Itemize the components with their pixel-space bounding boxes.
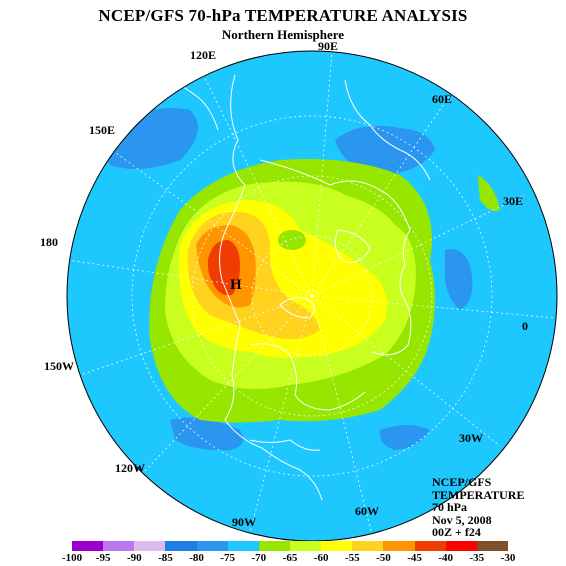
map-subtitle: Northern Hemisphere <box>221 27 345 42</box>
info-model: NCEP/GFS <box>432 475 492 489</box>
product-info: NCEP/GFS TEMPERATURE 70 hPa Nov 5, 2008 … <box>432 476 524 539</box>
legend-tick-label: -40 <box>438 552 454 564</box>
warm-edge-patch <box>478 175 500 211</box>
cold-patch <box>379 425 430 450</box>
info-level: 70 hPa <box>432 500 468 514</box>
legend-tick-label: -80 <box>189 552 204 564</box>
legend-swatch <box>445 541 477 551</box>
legend-tick-label: -55 <box>344 552 360 564</box>
legend-swatch <box>352 541 384 551</box>
legend-tick-label: -85 <box>158 552 173 564</box>
lon-label-30e: 30E <box>503 194 524 208</box>
coastlines <box>149 69 431 501</box>
info-forecast-hour: 00Z + f24 <box>432 525 481 539</box>
lon-label-60w: 60W <box>355 504 379 518</box>
legend-tick-label: -45 <box>407 552 422 564</box>
meridians <box>67 51 557 541</box>
legend-swatch <box>196 541 228 551</box>
legend-swatch <box>72 541 104 551</box>
lon-label-150w: 150W <box>44 359 74 373</box>
legend-swatch <box>383 541 415 551</box>
local-cold-spot <box>278 230 306 250</box>
info-date: Nov 5, 2008 <box>432 512 492 527</box>
cold-patch <box>445 249 473 310</box>
legend-tick-label: -90 <box>126 552 142 564</box>
lon-label-90e: 90E <box>318 39 339 53</box>
legend-tick-label: -70 <box>251 552 267 564</box>
legend-tick-label: -95 <box>95 552 111 564</box>
legend-tick-label: -30 <box>500 552 516 564</box>
legend-tick-label: -35 <box>469 552 485 564</box>
lon-label-90w: 90W <box>232 515 256 529</box>
legend-swatch <box>227 541 259 551</box>
high-pressure-marker: H <box>230 277 242 293</box>
legend-swatch <box>258 541 290 551</box>
legend-tick-label: -50 <box>376 552 391 564</box>
lon-label-30w: 30W <box>459 431 483 445</box>
legend-swatch <box>414 541 446 551</box>
map-title: NCEP/GFS 70-hPa TEMPERATURE ANALYSIS <box>98 6 468 25</box>
legend-tick-label: -100 <box>61 552 83 564</box>
latitude-circles <box>131 115 493 477</box>
legend-tick-label: -65 <box>282 552 298 564</box>
cold-patch <box>170 417 244 451</box>
legend-tick-label: -75 <box>220 552 236 564</box>
lon-label-120w: 120W <box>115 461 145 475</box>
lon-label-180: 180 <box>40 235 58 249</box>
legend-swatch <box>476 541 508 551</box>
legend-ticks: -100 -95 -90 -85 -80 -75 -70 -65 -60 -55 -50 -45 -40… <box>0 552 566 566</box>
legend-swatch <box>321 541 353 551</box>
lon-label-60e: 60E <box>432 92 453 106</box>
legend-swatch <box>289 541 322 551</box>
color-legend <box>72 541 508 551</box>
local-warm-spot <box>282 320 318 336</box>
band-45-40 <box>207 240 240 296</box>
legend-swatch <box>134 541 166 551</box>
lon-label-150e: 150E <box>89 123 116 137</box>
legend-swatch <box>165 541 197 551</box>
legend-tick-label: -60 <box>313 552 329 564</box>
legend-swatch <box>103 541 135 551</box>
lon-label-120e: 120E <box>190 48 217 62</box>
lon-label-0: 0 <box>522 319 528 333</box>
info-field: TEMPERATURE <box>432 487 525 502</box>
cold-patch <box>335 125 435 175</box>
